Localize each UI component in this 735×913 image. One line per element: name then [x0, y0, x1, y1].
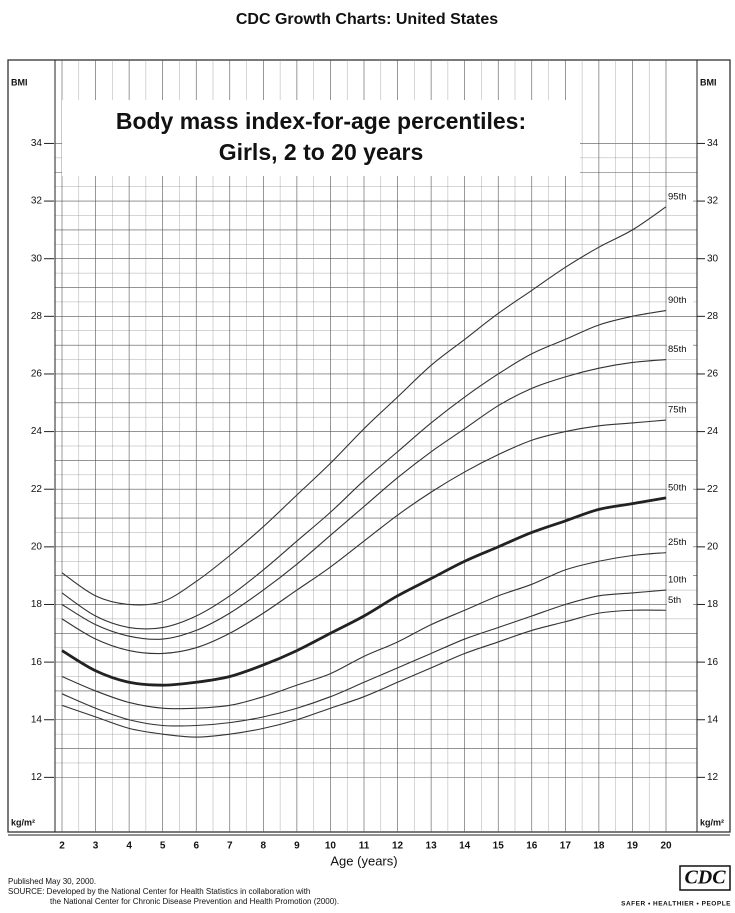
- y-tick-label: 18: [707, 599, 719, 610]
- y-unit-label: BMI: [11, 77, 28, 87]
- source-note: the National Center for Chronic Disease …: [50, 897, 339, 906]
- x-tick-label: 16: [526, 841, 538, 852]
- published-note: Published May 30, 2000.: [8, 877, 96, 886]
- percentile-line: [61, 496, 667, 687]
- chart-subtitle: Girls, 2 to 20 years: [219, 139, 424, 165]
- y-tick-label: 30: [707, 253, 719, 264]
- label-bg: [667, 404, 693, 416]
- series-label: 10th: [668, 575, 687, 586]
- x-tick-label: 19: [627, 841, 639, 852]
- y-tick-label: 16: [31, 657, 43, 668]
- label-bg: [667, 594, 693, 606]
- x-tick-label: 11: [359, 841, 370, 852]
- logo-box: [679, 865, 731, 891]
- percentile-line: [61, 552, 667, 710]
- x-tick-label: 6: [193, 841, 199, 852]
- logo-tagline: SAFER • HEALTHIER • PEOPLE: [621, 901, 731, 908]
- y-tick-label: 20: [707, 541, 719, 552]
- series-label: 75th: [668, 405, 687, 416]
- y-tick-label: 32: [707, 196, 719, 207]
- percentile-line: [61, 359, 667, 640]
- percentile-line: [61, 609, 667, 738]
- y-tick-label: 14: [31, 714, 43, 725]
- label-bg: [667, 574, 693, 586]
- y-tick-label: 30: [31, 253, 43, 264]
- series-label: 5th: [668, 595, 681, 606]
- y-tick-label: 28: [31, 311, 43, 322]
- y-tick-label: 24: [31, 426, 43, 437]
- x-tick-label: 13: [426, 841, 438, 852]
- x-axis-label: Age (years): [330, 853, 397, 868]
- label-bg: [667, 481, 693, 493]
- y-tick-label: 26: [707, 369, 719, 380]
- x-tick-label: 8: [261, 841, 267, 852]
- y-tick-label: 20: [31, 541, 43, 552]
- y-unit-label: kg/m²: [700, 817, 724, 827]
- y-tick-label: 22: [31, 484, 43, 495]
- series-label: 95th: [668, 191, 687, 202]
- x-tick-label: 12: [392, 841, 404, 852]
- page-title: CDC Growth Charts: United States: [236, 11, 498, 28]
- y-unit-label: BMI: [700, 77, 717, 87]
- y-tick-label: 18: [31, 599, 43, 610]
- x-tick-label: 4: [126, 841, 132, 852]
- percentile-line: [61, 589, 667, 727]
- y-tick-label: 32: [31, 196, 43, 207]
- x-tick-label: 17: [560, 841, 572, 852]
- label-bg: [667, 536, 693, 548]
- y-tick-label: 14: [707, 714, 719, 725]
- y-tick-label: 12: [31, 772, 43, 783]
- x-tick-label: 3: [93, 841, 99, 852]
- y-tick-label: 24: [707, 426, 719, 437]
- x-tick-label: 15: [493, 841, 505, 852]
- x-tick-label: 18: [593, 841, 605, 852]
- series-label: 50th: [668, 482, 687, 493]
- series-label: 25th: [668, 537, 687, 548]
- source-note: SOURCE: Developed by the National Center…: [8, 887, 310, 896]
- title-box: [62, 100, 580, 176]
- label-bg: [667, 190, 693, 202]
- frame: [7, 59, 731, 833]
- x-tick-label: 14: [459, 841, 471, 852]
- x-tick-label: 5: [160, 841, 166, 852]
- y-tick-label: 22: [707, 484, 719, 495]
- x-tick-label: 9: [294, 841, 300, 852]
- series-label: 90th: [668, 295, 687, 306]
- chart-title: Body mass index-for-age percentiles:: [116, 108, 526, 134]
- logo: CDC: [684, 867, 726, 889]
- label-bg: [667, 294, 693, 306]
- y-tick-label: 16: [707, 657, 719, 668]
- x-tick-label: 7: [227, 841, 233, 852]
- x-tick-label: 2: [59, 841, 65, 852]
- x-tick-label: 20: [660, 841, 672, 852]
- series-label: 85th: [668, 344, 687, 355]
- y-tick-label: 26: [31, 369, 43, 380]
- percentile-line: [61, 419, 667, 655]
- percentile-line: [61, 310, 667, 630]
- percentile-line: [61, 206, 667, 606]
- y-tick-label: 34: [31, 138, 43, 149]
- y-tick-label: 28: [707, 311, 719, 322]
- x-tick-label: 10: [325, 841, 337, 852]
- label-bg: [667, 343, 693, 355]
- y-tick-label: 34: [707, 138, 719, 149]
- y-unit-label: kg/m²: [11, 817, 35, 827]
- y-tick-label: 12: [707, 772, 719, 783]
- plot-lines: [61, 206, 667, 738]
- plot-grid: [8, 60, 730, 836]
